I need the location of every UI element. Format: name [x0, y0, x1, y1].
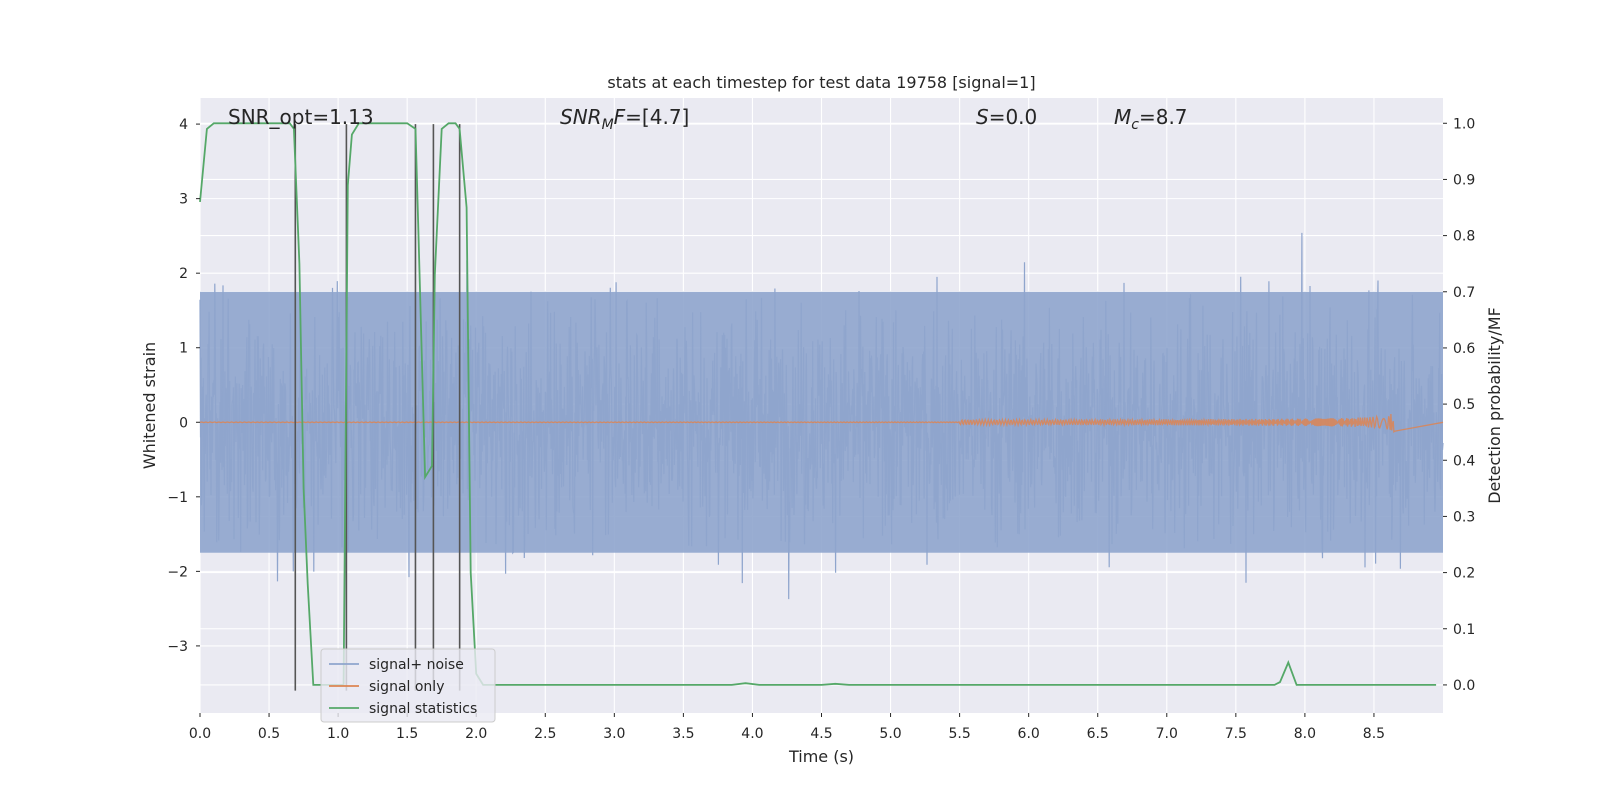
legend-label: signal only [369, 679, 444, 695]
annotation-mc: Mc=8.7 [1114, 105, 1188, 133]
annotation-snr-opt: SNR_opt=1.13 [228, 105, 374, 129]
x-tick-label: 0.0 [189, 726, 211, 742]
x-tick-label: 4.5 [810, 726, 832, 742]
y-left-tick-label: 2 [179, 266, 188, 282]
legend-label: signal statistics [369, 701, 477, 717]
y-right-tick-label: 0.7 [1453, 285, 1475, 301]
x-tick-label: 8.5 [1363, 726, 1385, 742]
y-right-axis-label: Detection probability/MF [1485, 307, 1504, 504]
x-axis-label: Time (s) [788, 747, 854, 766]
signal-statistics-line [199, 122, 1437, 686]
signal-only-line [199, 413, 1444, 434]
x-tick-label: 7.5 [1225, 726, 1247, 742]
annotation-snr-mf: SNRMF=[4.7] [560, 105, 689, 133]
signal-noise-line [199, 232, 1444, 600]
x-tick-label: 2.5 [534, 726, 556, 742]
y-left-tick-label: 3 [179, 192, 188, 208]
y-right-tick-label: 0.8 [1453, 229, 1475, 245]
x-tick-label: 4.0 [741, 726, 763, 742]
x-tick-label: 0.5 [258, 726, 280, 742]
x-tick-label: 6.5 [1087, 726, 1109, 742]
x-tick-label: 3.0 [603, 726, 625, 742]
y-right-tick-label: 0.6 [1453, 341, 1475, 357]
y-left-tick-label: −3 [167, 639, 188, 655]
x-tick-label: 1.0 [327, 726, 349, 742]
y-right-tick-label: 1.0 [1453, 116, 1475, 132]
y-left-tick-label: −1 [167, 490, 188, 506]
x-tick-label: 8.0 [1294, 726, 1316, 742]
y-left-tick-label: 1 [179, 341, 188, 357]
legend-label: signal+ noise [369, 657, 464, 673]
y-right-tick-label: 0.3 [1453, 509, 1475, 525]
x-tick-label: 5.0 [879, 726, 901, 742]
x-tick-label: 2.0 [465, 726, 487, 742]
y-right-tick-label: 0.9 [1453, 172, 1475, 188]
y-right-tick-label: 0.2 [1453, 566, 1475, 582]
chart-title: stats at each timestep for test data 197… [607, 73, 1035, 92]
legend-box [320, 648, 496, 723]
y-right-tick-label: 0.1 [1453, 622, 1475, 638]
x-tick-label: 7.0 [1156, 726, 1178, 742]
y-left-tick-label: 0 [179, 415, 188, 431]
y-left-tick-label: 4 [179, 117, 188, 133]
y-left-axis-label: Whitened strain [140, 342, 159, 469]
annotation-s: S=0.0 [976, 105, 1037, 129]
y-right-tick-label: 0.0 [1453, 678, 1475, 694]
y-right-tick-label: 0.4 [1453, 453, 1475, 469]
y-right-tick-label: 0.5 [1453, 397, 1475, 413]
x-tick-label: 6.0 [1018, 726, 1040, 742]
x-tick-label: 1.5 [396, 726, 418, 742]
y-left-tick-label: −2 [167, 564, 188, 580]
x-tick-label: 5.5 [948, 726, 970, 742]
x-tick-label: 3.5 [672, 726, 694, 742]
